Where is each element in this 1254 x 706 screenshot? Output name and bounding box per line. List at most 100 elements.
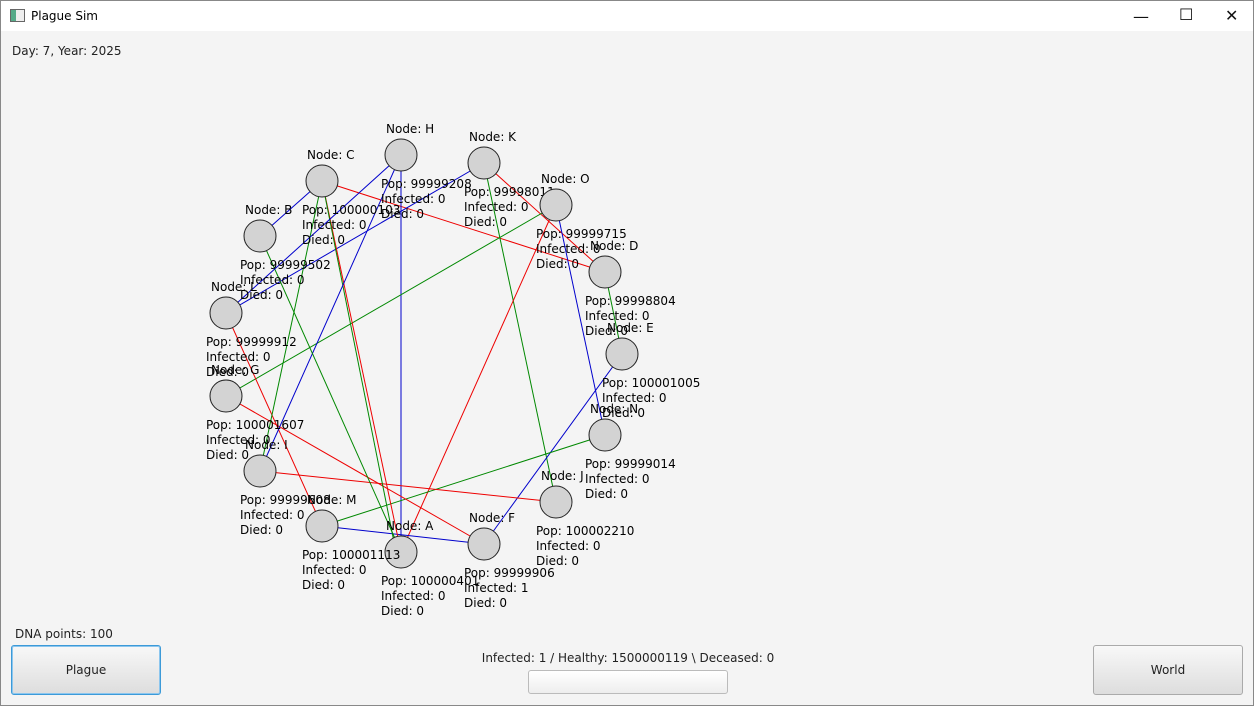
node (467, 146, 501, 180)
edge (225, 312, 323, 527)
app-icon (10, 9, 25, 22)
edge (483, 162, 606, 273)
node-pop: Pop: 99999208 (381, 177, 472, 191)
node-label: Node: I (245, 438, 288, 452)
edge (259, 154, 402, 472)
node-infected: Infected: 0 (464, 200, 529, 214)
node-label: Node: J (541, 469, 584, 483)
minimize-button[interactable]: — (1133, 7, 1149, 26)
node-died: Died: 0 (302, 578, 345, 592)
node (209, 296, 243, 330)
node-infected: Infected: 0 (602, 391, 667, 405)
close-button[interactable]: ✕ (1225, 6, 1239, 25)
node-label: Node: G (211, 363, 259, 377)
edge (321, 525, 485, 545)
edge (400, 204, 557, 553)
node-label: Node: H (386, 122, 434, 136)
node-pop: Pop: 99999912 (206, 335, 297, 349)
node-infected: Infected: 0 (206, 350, 271, 364)
edge (225, 395, 485, 545)
status-text: Infected: 1 / Healthy: 1500000119 \ Dece… (481, 651, 775, 665)
edge (483, 162, 557, 503)
edge (321, 180, 397, 553)
node-infected: Infected: 0 (536, 539, 601, 553)
node-pop: Pop: 99999715 (536, 227, 627, 241)
node-label: Node: M (307, 493, 357, 507)
node-label: Node: N (590, 402, 638, 416)
node-pop: Pop: 99999608 (240, 493, 331, 507)
node (243, 454, 277, 488)
maximize-button[interactable]: ☐ (1179, 5, 1194, 24)
node-died: Died: 0 (464, 215, 507, 229)
node-died: Died: 0 (602, 406, 645, 420)
edge (225, 162, 485, 314)
node-infected: Infected: 0 (381, 589, 446, 603)
node-infected: Infected: 0 (302, 218, 367, 232)
node-pop: Pop: 100000103 (302, 203, 400, 217)
node-pop: Pop: 99999906 (464, 566, 555, 580)
node-infected: Infected: 0 (240, 273, 305, 287)
node-label: Node: E (607, 321, 654, 335)
node (384, 535, 418, 569)
edge (321, 180, 402, 553)
node-pop: Pop: 100001607 (206, 418, 304, 432)
node-pop: Pop: 99999014 (585, 457, 676, 471)
node-infected: Infected: 1 (464, 581, 529, 595)
node-pop: Pop: 99999502 (240, 258, 331, 272)
node-pop: Pop: 100002210 (536, 524, 634, 538)
node (243, 219, 277, 253)
dna-points: DNA points: 100 (15, 627, 113, 641)
node-pop: Pop: 100001113 (302, 548, 400, 562)
edge (321, 180, 606, 273)
node (305, 509, 339, 543)
node (209, 379, 243, 413)
date-text: Day: 7, Year: 2025 (12, 44, 122, 58)
node-infected: Infected: 0 (585, 472, 650, 486)
node (305, 164, 339, 198)
plague-button[interactable]: Plague (11, 645, 161, 695)
node-infected: Infected: 0 (585, 309, 650, 323)
node (588, 255, 622, 289)
node-died: Died: 0 (381, 604, 424, 618)
node-label: Node: B (245, 203, 292, 217)
edge (483, 353, 623, 545)
node-pop: Pop: 100001005 (602, 376, 700, 390)
node (467, 527, 501, 561)
node-infected: Infected: 0 (536, 242, 601, 256)
world-button[interactable]: World (1093, 645, 1243, 695)
node-died: Died: 0 (240, 288, 283, 302)
node-infected: Infected: 0 (240, 508, 305, 522)
edge (321, 434, 606, 527)
node (605, 337, 639, 371)
node-label: Node: O (541, 172, 590, 186)
edge (259, 235, 402, 553)
node (588, 418, 622, 452)
node-died: Died: 0 (381, 207, 424, 221)
node-label: Node: C (307, 148, 355, 162)
edge (225, 154, 402, 314)
node-died: Died: 0 (206, 365, 249, 379)
node-pop: Pop: 99998011 (464, 185, 555, 199)
node-pop: Pop: 100000401 (381, 574, 479, 588)
node (384, 138, 418, 172)
node-died: Died: 0 (240, 523, 283, 537)
node-label: Node: K (469, 130, 517, 144)
node-died: Died: 0 (206, 448, 249, 462)
node-infected: Infected: 0 (381, 192, 446, 206)
node-died: Died: 0 (536, 554, 579, 568)
progress-bar (528, 670, 728, 694)
node (539, 188, 573, 222)
edges (225, 154, 623, 553)
node-infected: Infected: 0 (206, 433, 271, 447)
node-label: Node: D (590, 239, 638, 253)
node-label: Node: F (469, 511, 515, 525)
node-died: Died: 0 (536, 257, 579, 271)
edge (259, 180, 323, 472)
window-title: Plague Sim (31, 9, 98, 23)
edge (225, 204, 557, 397)
node (539, 485, 573, 519)
node-died: Died: 0 (302, 233, 345, 247)
